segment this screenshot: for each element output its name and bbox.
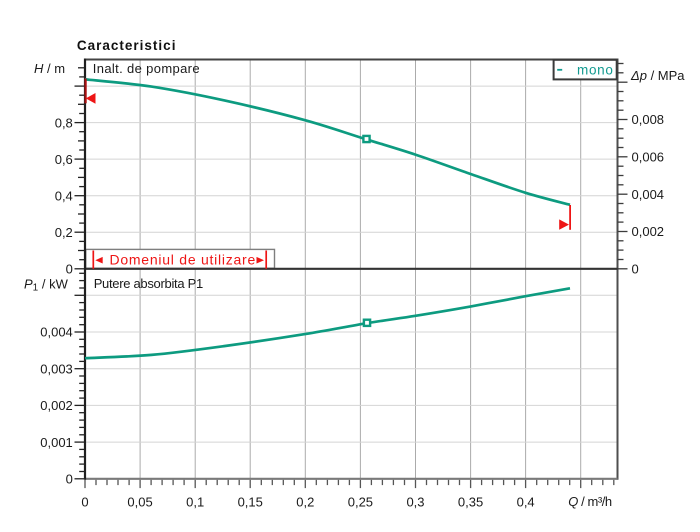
svg-text:0,002: 0,002	[632, 224, 665, 239]
svg-text:Inalt. de pompare: Inalt. de pompare	[93, 61, 200, 76]
svg-text:0,2: 0,2	[55, 225, 73, 240]
svg-text:Putere absorbita P1: Putere absorbita P1	[94, 276, 203, 291]
svg-text:0,4: 0,4	[517, 494, 535, 509]
svg-text:0: 0	[81, 494, 88, 509]
svg-text:0,004: 0,004	[40, 325, 73, 340]
svg-text:0: 0	[66, 262, 73, 277]
svg-text:mono: mono	[577, 62, 614, 77]
svg-text:Δp / MPa: Δp / MPa	[630, 68, 685, 83]
svg-text:0,4: 0,4	[55, 188, 73, 203]
svg-text:0,1: 0,1	[186, 494, 204, 509]
svg-text:Domeniul de utilizare: Domeniul de utilizare	[110, 251, 256, 267]
svg-text:H / m: H / m	[34, 61, 65, 76]
svg-text:0: 0	[632, 262, 639, 277]
svg-text:0,003: 0,003	[40, 361, 73, 376]
svg-text:Caracteristici: Caracteristici	[77, 38, 177, 53]
svg-text:0,004: 0,004	[632, 187, 665, 202]
svg-text:0,002: 0,002	[40, 398, 73, 413]
svg-text:P1 / kW: P1 / kW	[24, 277, 69, 294]
svg-text:0,008: 0,008	[632, 112, 665, 127]
svg-text:0,001: 0,001	[40, 435, 73, 450]
svg-text:0,006: 0,006	[632, 150, 665, 165]
svg-text:0,05: 0,05	[127, 494, 152, 509]
svg-text:0: 0	[66, 472, 73, 487]
svg-text:Q / m³/h: Q / m³/h	[568, 494, 612, 509]
svg-text:0,2: 0,2	[296, 494, 314, 509]
svg-text:0,3: 0,3	[406, 494, 424, 509]
svg-text:0,35: 0,35	[458, 494, 483, 509]
svg-text:0,6: 0,6	[55, 152, 73, 167]
svg-text:0,15: 0,15	[238, 494, 263, 509]
svg-text:0,25: 0,25	[348, 494, 373, 509]
svg-text:0,8: 0,8	[55, 115, 73, 130]
